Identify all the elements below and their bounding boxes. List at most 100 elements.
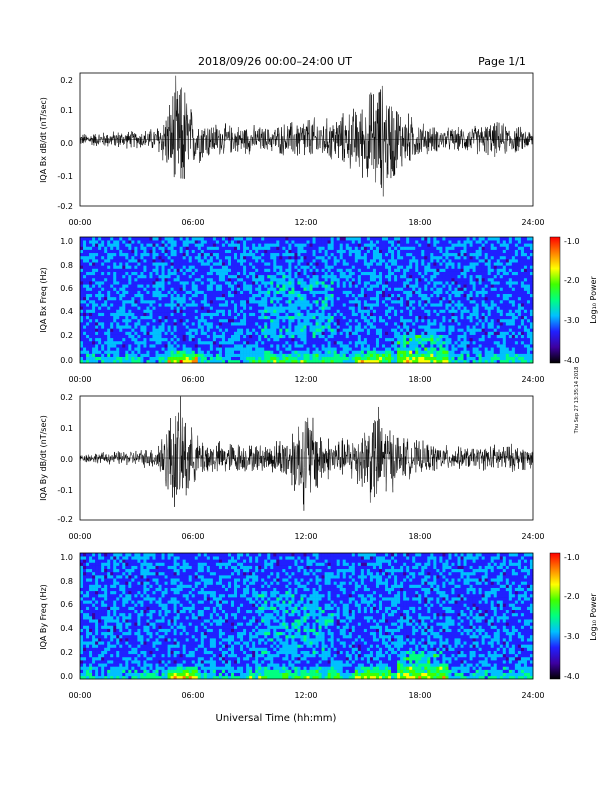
heatmap-cell (249, 300, 253, 304)
heatmap-cell (137, 243, 141, 247)
heatmap-cell (427, 356, 431, 361)
heatmap-cell (86, 300, 90, 304)
heatmap-cell (221, 249, 226, 254)
heatmap-cell (128, 287, 132, 291)
heatmap-cell (321, 353, 325, 357)
heatmap-cell (218, 252, 223, 257)
heatmap-cell (140, 287, 144, 291)
heatmap-cell (306, 252, 310, 257)
heatmap-cell (173, 252, 177, 257)
heatmap-cell (427, 274, 431, 279)
heatmap-cell (394, 322, 398, 326)
heatmap-cell (406, 309, 410, 313)
heatmap-cell (351, 340, 356, 345)
heatmap-cell (164, 359, 168, 364)
heatmap-cell (385, 322, 389, 326)
heatmap-cell (167, 322, 171, 326)
heatmap-cell (300, 322, 304, 326)
heatmap-cell (240, 274, 244, 279)
heatmap-cell (215, 325, 220, 329)
heatmap-cell (101, 296, 105, 301)
heatmap-cell (421, 243, 425, 247)
heatmap-cell (161, 265, 165, 269)
heatmap-cell (403, 274, 407, 279)
heatmap-cell (240, 284, 244, 288)
heatmap-cell (131, 340, 135, 345)
heatmap-cell (397, 246, 401, 250)
heatmap-cell (306, 356, 310, 361)
heatmap-cell (146, 325, 150, 329)
heatmap-cell (424, 290, 428, 294)
heatmap-cell (315, 359, 319, 364)
heatmap-cell (80, 350, 84, 354)
heatmap-cell (282, 274, 286, 279)
heatmap-cell (158, 325, 162, 329)
heatmap-cell (206, 274, 211, 279)
heatmap-cell (378, 344, 383, 348)
heatmap-cell (197, 309, 202, 313)
heatmap-cell (403, 259, 407, 263)
heatmap-cell (345, 337, 350, 342)
heatmap-cell (104, 240, 108, 244)
heatmap-cell (382, 290, 386, 294)
heatmap-cell (119, 337, 123, 342)
heatmap-cell (212, 315, 217, 320)
heatmap-cell (246, 347, 250, 351)
heatmap-cell (149, 296, 153, 301)
heatmap-cell (369, 296, 374, 301)
heatmap-cell (348, 237, 353, 241)
heatmap-cell (116, 344, 120, 348)
heatmap-cell (261, 337, 265, 342)
heatmap-cell (375, 315, 380, 320)
heatmap-cell (116, 328, 120, 332)
heatmap-cell (297, 296, 301, 301)
heatmap-cell (391, 281, 395, 285)
heatmap-cell (173, 350, 177, 354)
heatmap-cell (182, 309, 186, 313)
heatmap-cell (451, 265, 455, 269)
heatmap-cell (276, 322, 280, 326)
heatmap-cell (409, 334, 413, 339)
heatmap-cell (176, 331, 180, 335)
heatmap-cell (327, 255, 331, 260)
heatmap-cell (375, 328, 380, 332)
heatmap-cell (445, 255, 449, 260)
heatmap-cell (116, 255, 120, 260)
heatmap-cell (321, 277, 325, 282)
heatmap-cell (318, 287, 322, 291)
heatmap-cell (240, 262, 244, 266)
heatmap-cell (101, 240, 105, 244)
heatmap-cell (95, 259, 99, 263)
heatmap-cell (221, 303, 226, 307)
heatmap-cell (306, 237, 310, 241)
heatmap-cell (107, 356, 111, 361)
heatmap-cell (303, 350, 307, 354)
heatmap-cell (107, 334, 111, 339)
heatmap-cell (382, 337, 386, 342)
heatmap-cell (357, 271, 362, 276)
heatmap-cell (321, 344, 325, 348)
heatmap-cell (158, 243, 162, 247)
heatmap-cell (409, 268, 413, 272)
heatmap-cell (191, 318, 196, 323)
heatmap-cell (89, 309, 93, 313)
heatmap-cell (113, 315, 117, 320)
heatmap-cell (252, 274, 256, 279)
heatmap-cell (125, 356, 129, 361)
heatmap-cell (363, 334, 368, 339)
heatmap-cell (164, 303, 168, 307)
heatmap-cell (80, 284, 84, 288)
heatmap-cell (403, 290, 407, 294)
heatmap-cell (182, 237, 186, 241)
heatmap-cell (155, 306, 159, 310)
heatmap-cell (321, 290, 325, 294)
heatmap-cell (439, 306, 443, 310)
heatmap-cell (131, 271, 135, 276)
heatmap-cell (89, 252, 93, 257)
heatmap-cell (294, 281, 298, 285)
heatmap-cell (161, 240, 165, 244)
heatmap-cell (237, 315, 241, 320)
heatmap-cell (125, 255, 129, 260)
heatmap-cell (194, 252, 199, 257)
heatmap-cell (234, 353, 238, 357)
